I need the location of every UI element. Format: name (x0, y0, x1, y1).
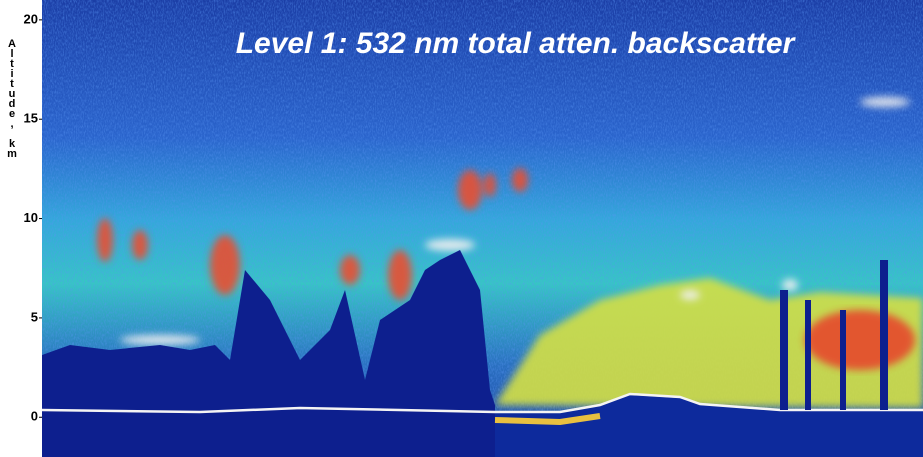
y-tick-label: 0 (31, 409, 38, 424)
y-axis-label: Altitude, km (6, 38, 17, 158)
backscatter-image (42, 0, 923, 457)
chart: Level 1: 532 nm total atten. backscatter… (0, 0, 923, 457)
y-tick-label: 5 (31, 309, 38, 324)
y-tick-label: 15 (24, 111, 38, 126)
page: Level 1: 532 nm total atten. backscatter… (0, 0, 923, 457)
y-tick-label: 20 (24, 11, 38, 26)
chart-title: Level 1: 532 nm total atten. backscatter (236, 27, 797, 60)
y-tick-label: 10 (24, 210, 38, 225)
